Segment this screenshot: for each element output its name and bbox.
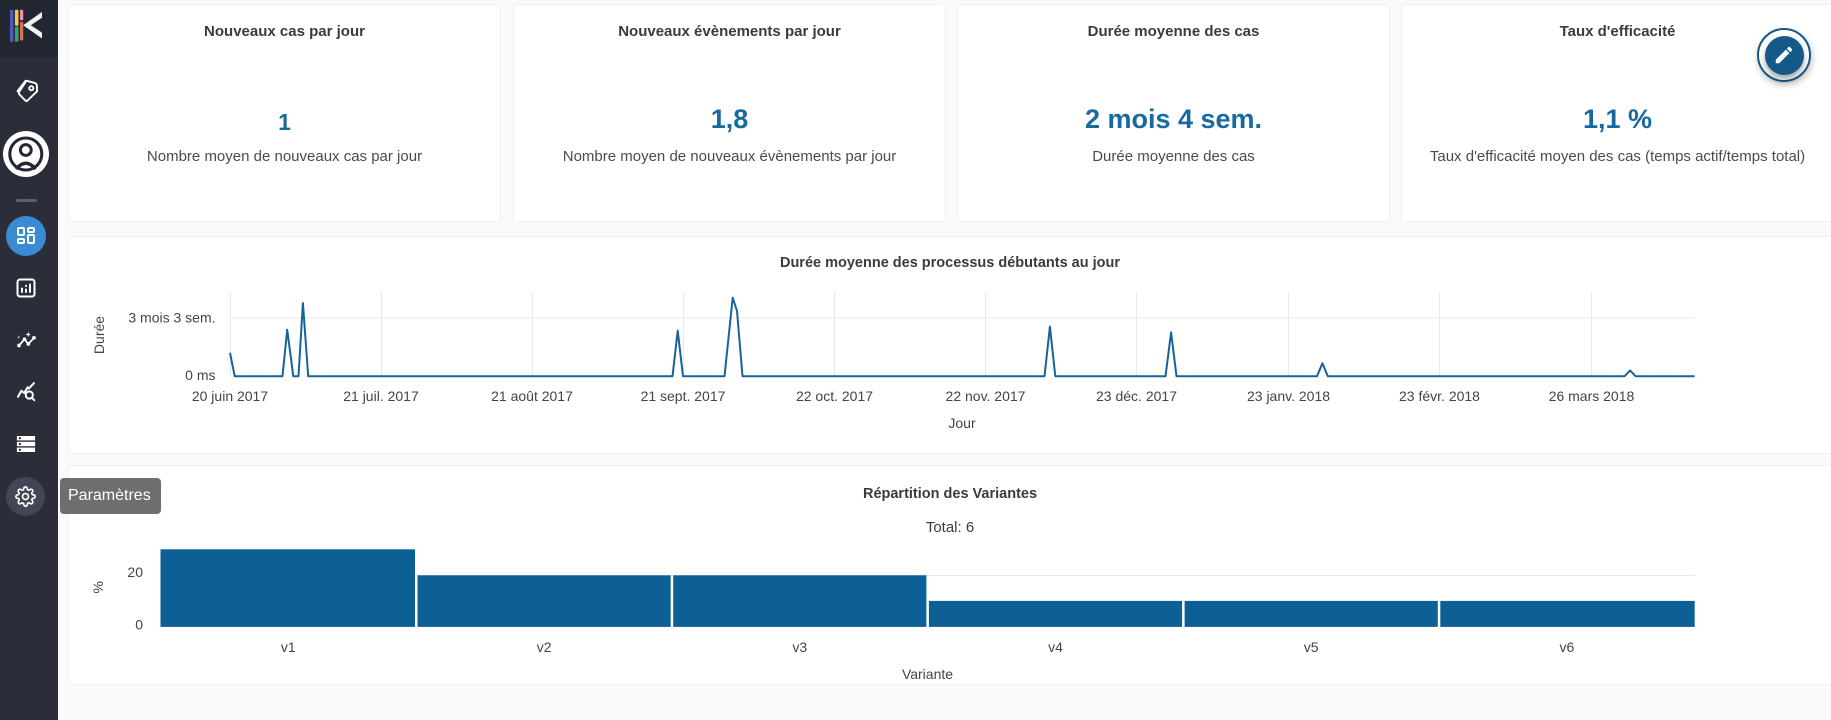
svg-text:22 nov. 2017: 22 nov. 2017 [946,388,1026,404]
svg-text:%: % [90,581,106,593]
svg-text:0 ms: 0 ms [185,367,215,383]
svg-text:Total: 6: Total: 6 [926,519,974,536]
svg-text:v4: v4 [1048,639,1063,655]
svg-text:Jour: Jour [948,415,976,431]
svg-text:21 sept. 2017: 21 sept. 2017 [641,388,726,404]
svg-text:26 mars 2018: 26 mars 2018 [1549,388,1635,404]
svg-text:v2: v2 [537,639,552,655]
svg-text:20 juin 2017: 20 juin 2017 [192,388,269,404]
svg-text:Variante: Variante [902,666,953,682]
svg-text:21 juil. 2017: 21 juil. 2017 [343,388,419,404]
svg-text:23 févr. 2018: 23 févr. 2018 [1399,388,1480,404]
svg-text:23 janv. 2018: 23 janv. 2018 [1247,388,1330,404]
svg-text:Durée: Durée [91,316,107,354]
svg-text:20: 20 [127,564,143,580]
svg-text:23 déc. 2017: 23 déc. 2017 [1096,388,1177,404]
svg-text:v5: v5 [1304,639,1319,655]
svg-text:Répartition des Variantes: Répartition des Variantes [863,486,1037,502]
svg-text:v1: v1 [281,639,296,655]
svg-text:v6: v6 [1560,639,1575,655]
svg-text:v3: v3 [792,639,807,655]
svg-text:Durée moyenne des processus dé: Durée moyenne des processus débutants au… [780,255,1120,271]
svg-text:3 mois 3 sem.: 3 mois 3 sem. [128,310,215,326]
svg-text:0: 0 [135,617,143,633]
svg-text:22 oct. 2017: 22 oct. 2017 [796,388,873,404]
svg-text:21 août 2017: 21 août 2017 [491,388,573,404]
